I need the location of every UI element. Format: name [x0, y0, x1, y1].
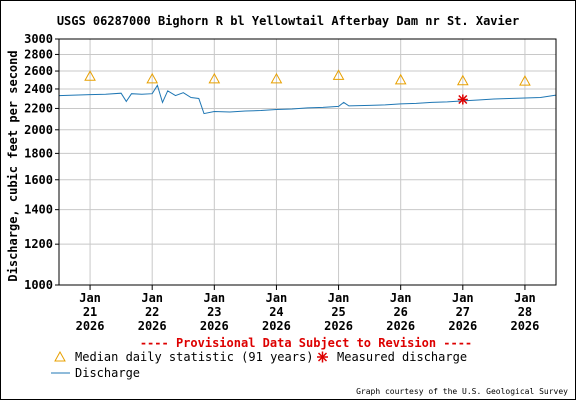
median-triangle-marker [394, 73, 407, 85]
y-tick-label: 1600 [24, 173, 53, 187]
x-tick-label: Jan [390, 291, 412, 305]
grid [59, 39, 556, 285]
x-tick-label: 2026 [200, 319, 229, 333]
x-tick-label: 23 [207, 305, 221, 319]
legend: Median daily statistic (91 years) Measur… [51, 350, 467, 380]
discharge-line [58, 84, 557, 115]
x-tick-label: Jan [452, 291, 474, 305]
x-tick-label: 26 [393, 305, 407, 319]
median-series [84, 69, 531, 86]
y-tick-label: 3000 [24, 32, 53, 46]
median-triangle-marker [84, 70, 96, 81]
y-tick-label: 1400 [24, 203, 53, 217]
x-tick-label: 2026 [448, 319, 477, 333]
x-tick-label: 2026 [262, 319, 291, 333]
y-tick-label: 1000 [24, 278, 53, 292]
median-triangle-marker [519, 75, 531, 86]
x-tick-label: 2026 [76, 319, 105, 333]
y-tick-label: 1800 [24, 146, 53, 160]
x-tick-label: 25 [331, 305, 345, 319]
median-triangle-marker [146, 72, 159, 84]
y-tick-label: 2400 [24, 82, 53, 96]
discharge-series [58, 84, 557, 115]
x-tick-label: 21 [83, 305, 97, 319]
y-tick-label: 2800 [24, 47, 53, 61]
x-tick-label: Jan [79, 291, 101, 305]
measured-asterisk-marker [457, 94, 468, 105]
x-tick-label: 27 [456, 305, 470, 319]
x-tick-label: Jan [514, 291, 536, 305]
x-tick-label: 2026 [386, 319, 415, 333]
y-axis-ticks: 1000 1200 1400 1600 1800 2000 2200 2400 2600 2800… [24, 32, 59, 292]
x-tick-label: 28 [518, 305, 532, 319]
x-tick-label: 2026 [138, 319, 167, 333]
legend-discharge-label: Discharge [75, 366, 140, 380]
x-tick-label: Jan [203, 291, 225, 305]
legend-measured-asterisk-icon [317, 351, 328, 363]
median-triangle-marker [270, 72, 283, 84]
y-tick-label: 2200 [24, 101, 53, 115]
y-tick-label: 1200 [24, 237, 53, 251]
x-tick-label: 2026 [510, 319, 539, 333]
credit-note: Graph courtesy of the U.S. Geological Su… [356, 387, 568, 396]
y-tick-label: 2000 [24, 123, 53, 137]
median-triangle-marker [456, 74, 469, 86]
plot-border [58, 38, 557, 286]
x-tick-label: Jan [141, 291, 163, 305]
x-tick-label: 2026 [324, 319, 353, 333]
legend-median-label: Median daily statistic (91 years) [75, 350, 313, 364]
median-triangle-marker [208, 72, 221, 84]
x-tick-label: Jan [266, 291, 288, 305]
y-axis-label: Discharge, cubic feet per second [6, 50, 20, 281]
legend-measured-label: Measured discharge [337, 350, 467, 364]
measured-series [457, 94, 468, 105]
chart-title: USGS 06287000 Bighorn R bl Yellowtail Af… [57, 14, 519, 28]
x-tick-label: 22 [145, 305, 159, 319]
y-tick-label: 2600 [24, 64, 53, 78]
x-axis-ticks: Jan212026Jan222026Jan232026Jan242026Jan2… [76, 285, 539, 333]
legend-median-triangle-icon [54, 350, 66, 362]
median-triangle-marker [332, 69, 345, 80]
provisional-notice: ---- Provisional Data Subject to Revisio… [140, 336, 472, 350]
x-tick-label: 24 [269, 305, 283, 319]
x-tick-label: Jan [328, 291, 350, 305]
